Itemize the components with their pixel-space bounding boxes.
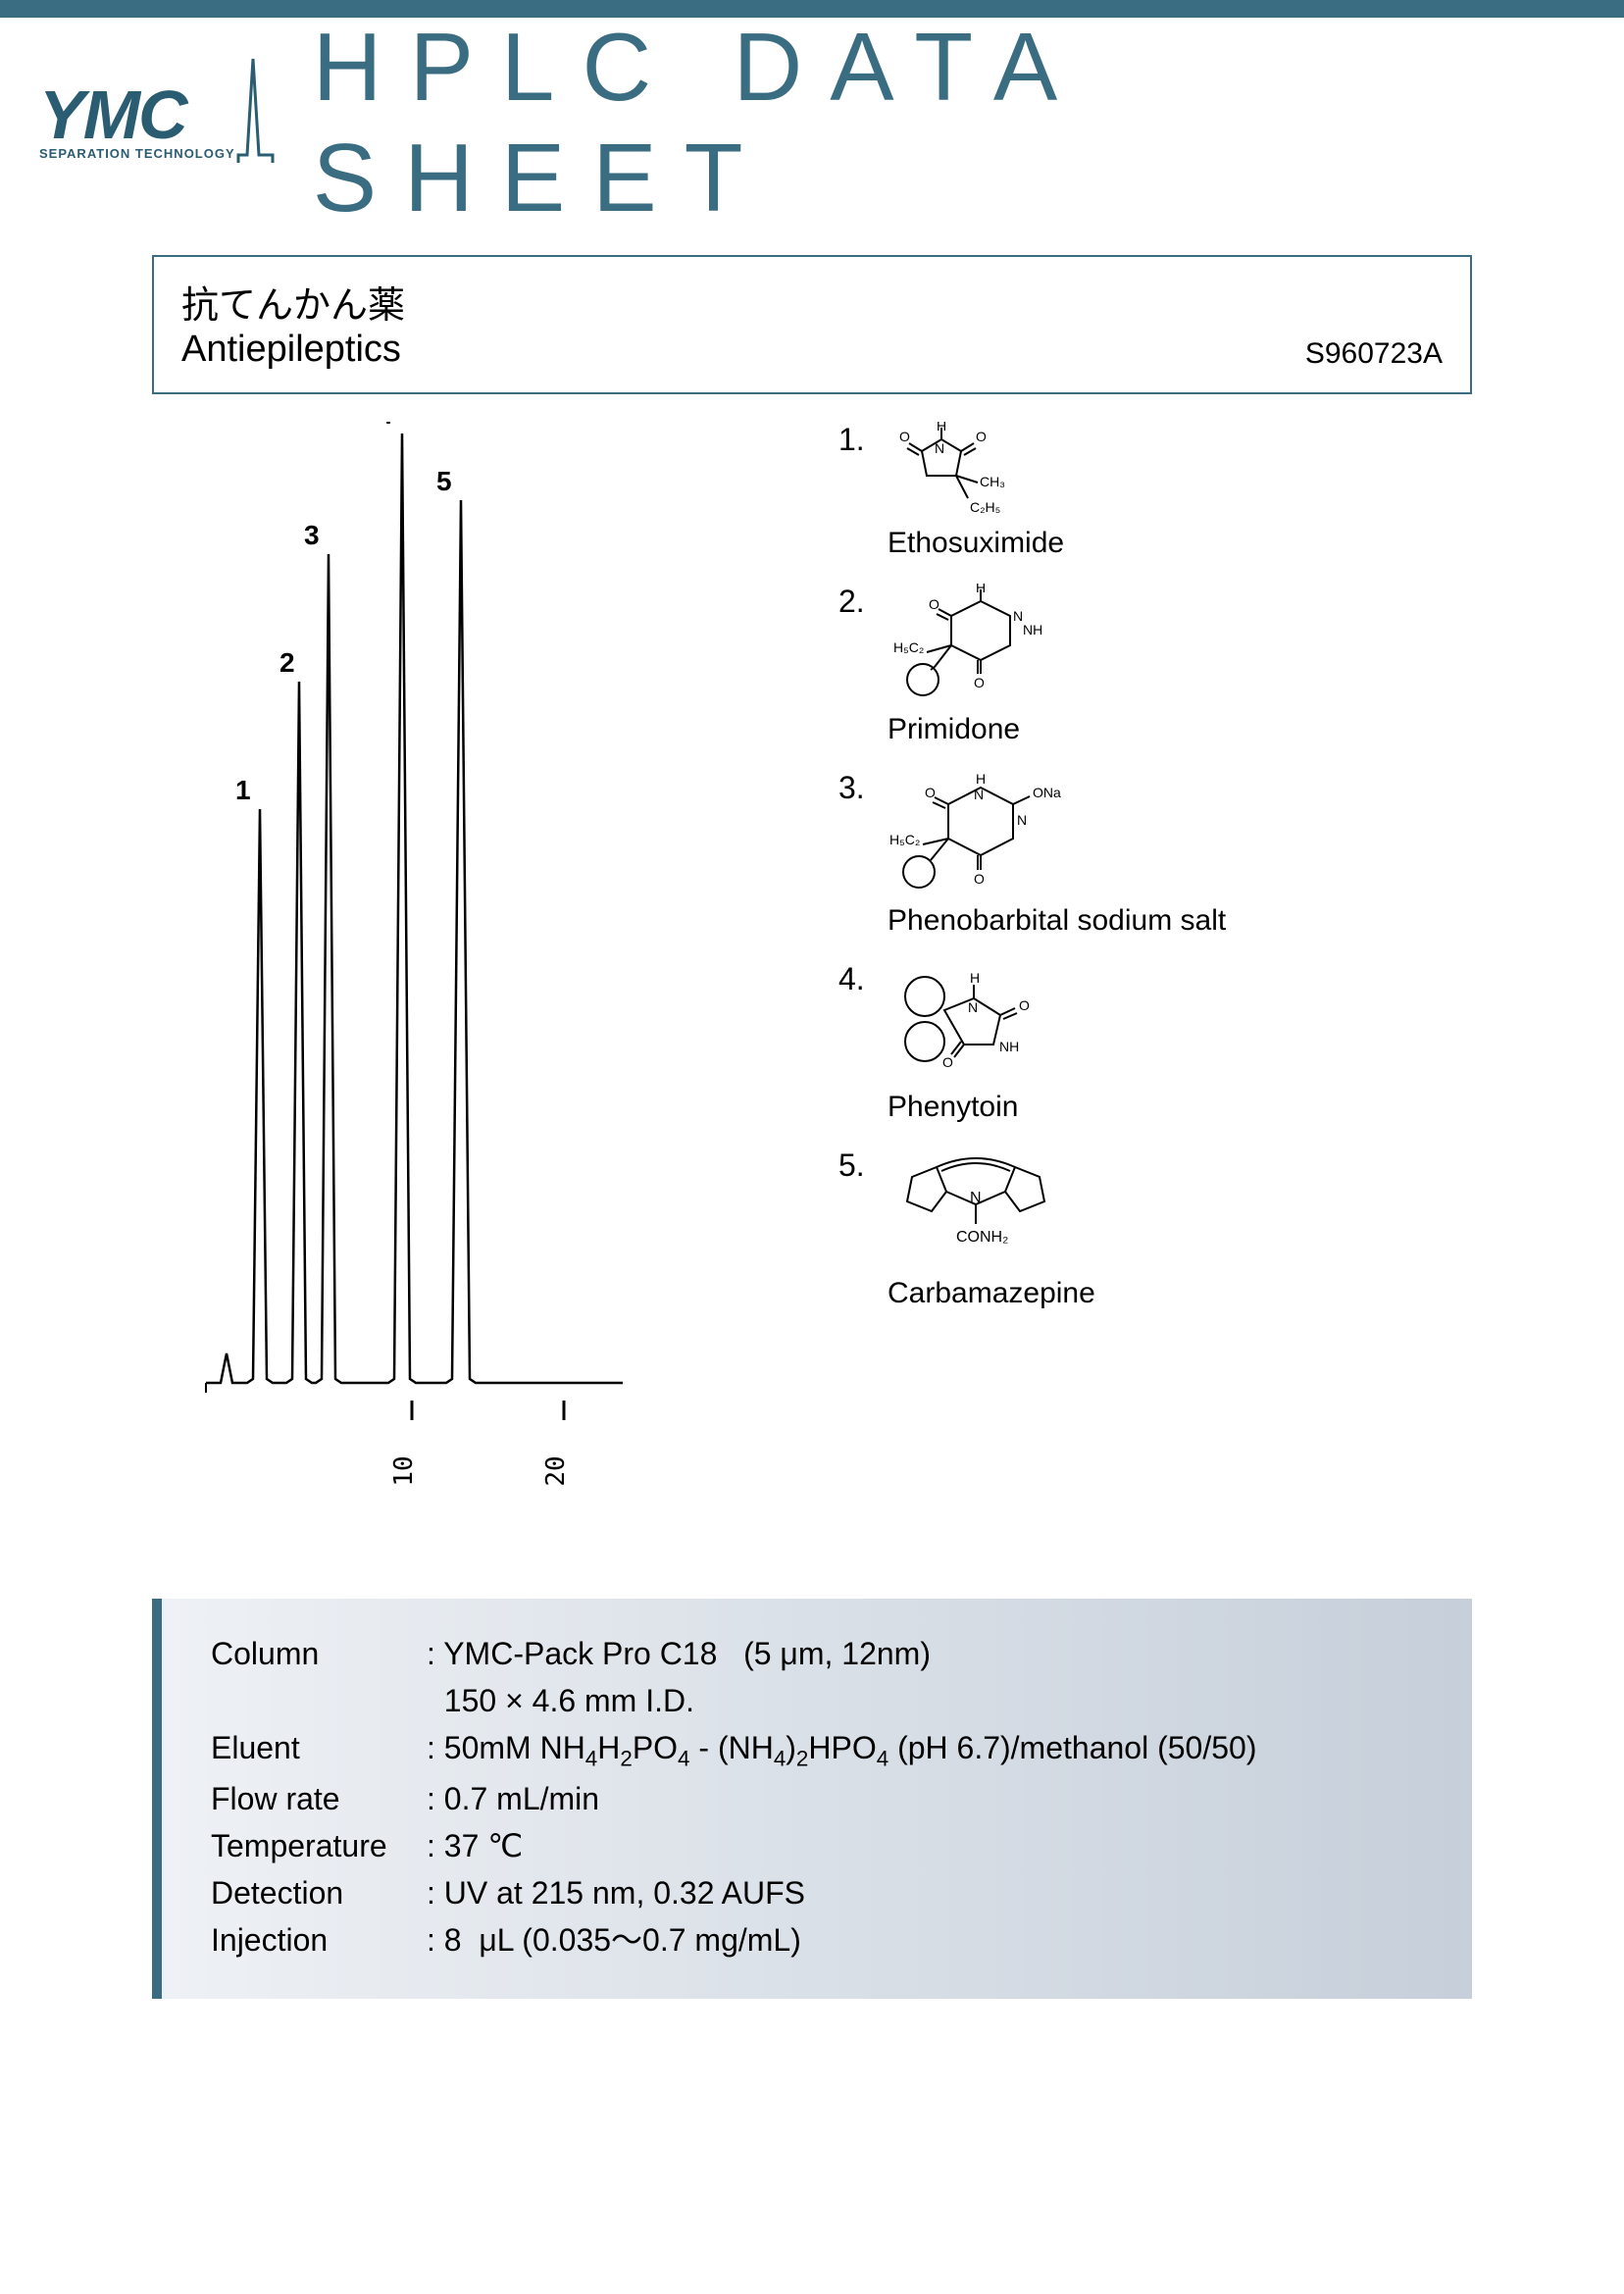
svg-text:O: O — [929, 596, 939, 612]
compound-item: 2. H NNH H₅C₂ O O Primidone — [838, 584, 1472, 746]
compound-body: N CONH₂ Carbamazepine — [888, 1147, 1472, 1310]
compound-item: 1. H CH₃ C₂H₅ O O N Ethosuximide — [838, 422, 1472, 560]
condition-label: Temperature — [211, 1822, 427, 1869]
compound-name: Phenytoin — [888, 1091, 1472, 1124]
svg-text:O: O — [974, 871, 985, 887]
condition-value: : 50mM NH4H2PO4 - (NH4)2HPO4 (pH 6.7)/me… — [427, 1724, 1433, 1775]
compound-name: Primidone — [888, 713, 1472, 746]
compound-name: Ethosuximide — [888, 527, 1472, 560]
compound-name: Phenobarbital sodium salt — [888, 904, 1472, 938]
condition-row: Eluent: 50mM NH4H2PO4 - (NH4)2HPO4 (pH 6… — [211, 1724, 1433, 1775]
svg-text:H: H — [976, 771, 986, 787]
condition-label: Detection — [211, 1869, 427, 1916]
compound-body: H CH₃ C₂H₅ O O N Ethosuximide — [888, 422, 1472, 560]
compound-structure: H CH₃ C₂H₅ O O N — [888, 422, 1472, 519]
svg-text:5: 5 — [436, 466, 452, 496]
svg-text:H₅C₂: H₅C₂ — [889, 832, 920, 847]
svg-text:NH: NH — [1023, 622, 1042, 637]
svg-text:O: O — [899, 429, 910, 444]
svg-text:4: 4 — [378, 422, 393, 430]
title-box: 抗てんかん薬 Antiepileptics S960723A — [152, 255, 1472, 394]
svg-text:3: 3 — [304, 520, 320, 550]
compound-number: 1. — [838, 422, 888, 458]
logo: YMC SEPARATION TECHNOLOGY — [39, 84, 264, 161]
compound-structure: HNNONaH₅C₂OO — [888, 770, 1472, 896]
svg-text:O: O — [976, 429, 987, 444]
svg-text:H: H — [976, 584, 986, 595]
svg-text:1: 1 — [235, 775, 251, 805]
compound-name: Carbamazepine — [888, 1277, 1472, 1310]
compound-number: 3. — [838, 770, 888, 806]
condition-label: Column — [211, 1630, 427, 1724]
compound-body: HN NH O O Phenytoin — [888, 961, 1472, 1124]
condition-label: Injection — [211, 1916, 427, 1963]
compound-number: 4. — [838, 961, 888, 997]
compound-item: 3.HNNONaH₅C₂OOPhenobarbital sodium salt — [838, 770, 1472, 938]
condition-row: Injection: 8 μL (0.035～0.7 mg/mL) — [211, 1916, 1433, 1963]
chromatogram: 1 2 3 4 5 10 20 — [152, 422, 662, 1530]
svg-text:O: O — [942, 1054, 953, 1070]
svg-text:O: O — [925, 785, 936, 800]
sheet-title: HPLC DATA SHEET — [313, 12, 1585, 233]
svg-text:10: 10 — [389, 1455, 419, 1486]
compound-item: 4. HN NH O O Phenytoin — [838, 961, 1472, 1124]
compound-structure: N CONH₂ — [888, 1147, 1472, 1269]
condition-value: : 8 μL (0.035～0.7 mg/mL) — [427, 1916, 1433, 1963]
svg-text:ONa: ONa — [1033, 785, 1061, 800]
condition-value: : UV at 215 nm, 0.32 AUFS — [427, 1869, 1433, 1916]
svg-text:N: N — [935, 440, 944, 456]
logo-peak-icon — [233, 47, 282, 165]
condition-label: Flow rate — [211, 1775, 427, 1822]
svg-text:CH₃: CH₃ — [980, 474, 1005, 489]
svg-text:N: N — [974, 787, 984, 802]
header: YMC SEPARATION TECHNOLOGY HPLC DATA SHEE… — [39, 59, 1585, 186]
condition-label: Eluent — [211, 1724, 427, 1775]
title-code: S960723A — [1305, 337, 1443, 371]
svg-text:N: N — [1017, 812, 1027, 828]
compound-list: 1.HCH₃C₂H₅OONEthosuximide2.HNNHH₅C₂OOPri… — [838, 422, 1472, 1334]
condition-row: Flow rate: 0.7 mL/min — [211, 1775, 1433, 1822]
logo-subtext: SEPARATION TECHNOLOGY — [39, 146, 264, 161]
svg-text:N: N — [970, 1190, 982, 1206]
compound-body: H NNH H₅C₂ O O Primidone — [888, 584, 1472, 746]
svg-text:N: N — [968, 999, 978, 1015]
compound-structure: H NNH H₅C₂ O O — [888, 584, 1472, 705]
svg-text:2: 2 — [279, 647, 295, 678]
condition-value: : YMC-Pack Pro C18 (5 μm, 12nm) 150 × 4.… — [427, 1630, 1433, 1724]
condition-row: Column: YMC-Pack Pro C18 (5 μm, 12nm) 15… — [211, 1630, 1433, 1724]
svg-text:NH: NH — [999, 1039, 1019, 1054]
compound-structure: HN NH O O — [888, 961, 1472, 1083]
compound-number: 5. — [838, 1147, 888, 1184]
svg-text:H: H — [937, 422, 946, 433]
title-japanese: 抗てんかん薬 — [181, 275, 1443, 329]
svg-text:N: N — [1013, 608, 1023, 624]
svg-text:CONH₂: CONH₂ — [956, 1229, 1008, 1246]
compound-number: 2. — [838, 584, 888, 620]
svg-text:O: O — [1019, 997, 1030, 1013]
svg-text:H: H — [970, 970, 980, 986]
title-english: Antiepileptics — [181, 329, 1443, 371]
compound-body: HNNONaH₅C₂OOPhenobarbital sodium salt — [888, 770, 1472, 938]
svg-text:H₅C₂: H₅C₂ — [893, 639, 924, 655]
condition-row: Temperature: 37 ℃ — [211, 1822, 1433, 1869]
condition-value: : 0.7 mL/min — [427, 1775, 1433, 1822]
condition-value: : 37 ℃ — [427, 1822, 1433, 1869]
compound-item: 5. N CONH₂ Carbamazepine — [838, 1147, 1472, 1310]
svg-text:20: 20 — [541, 1455, 571, 1486]
svg-text:O: O — [974, 675, 985, 690]
conditions-panel: Column: YMC-Pack Pro C18 (5 μm, 12nm) 15… — [152, 1599, 1472, 1999]
svg-text:C₂H₅: C₂H₅ — [970, 499, 1000, 515]
condition-row: Detection: UV at 215 nm, 0.32 AUFS — [211, 1869, 1433, 1916]
logo-text: YMC — [39, 84, 264, 146]
